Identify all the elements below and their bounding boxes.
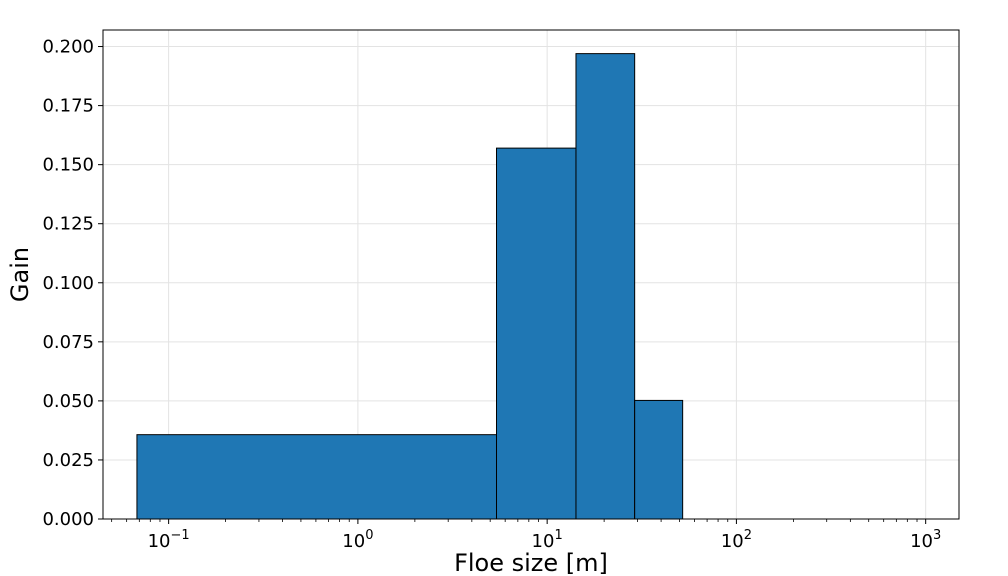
x-tick-label: 103 — [910, 528, 941, 552]
y-tick-label: 0.150 — [42, 155, 94, 176]
x-tick-label: 101 — [532, 528, 563, 552]
x-axis-label: Floe size [m] — [454, 549, 608, 576]
histogram-bars — [136, 53, 684, 520]
y-tick-label: 0.200 — [42, 37, 94, 58]
histogram-bar — [634, 399, 684, 520]
y-tick-label: 0.100 — [42, 273, 94, 294]
y-tick-label: 0.075 — [42, 332, 94, 353]
x-tick-label: 10−1 — [148, 528, 190, 552]
y-axis-label: Gain — [6, 247, 34, 302]
y-tick-label: 0.000 — [42, 509, 94, 530]
axis-ticks: 10−1 100 101 102 103 0.000 0.025 0.050 0.075 0.10… — [42, 37, 941, 552]
histogram-bar — [136, 434, 498, 520]
x-tick-label: 100 — [342, 528, 373, 552]
histogram-bar — [575, 53, 636, 520]
y-tick-label: 0.025 — [42, 450, 94, 471]
plot-area-frame — [102, 29, 960, 520]
x-tick-label: 102 — [721, 528, 752, 552]
y-tick-label: 0.175 — [42, 96, 94, 117]
y-tick-label: 0.050 — [42, 391, 94, 412]
histogram-bar — [496, 147, 577, 520]
y-tick-label: 0.125 — [42, 214, 94, 235]
